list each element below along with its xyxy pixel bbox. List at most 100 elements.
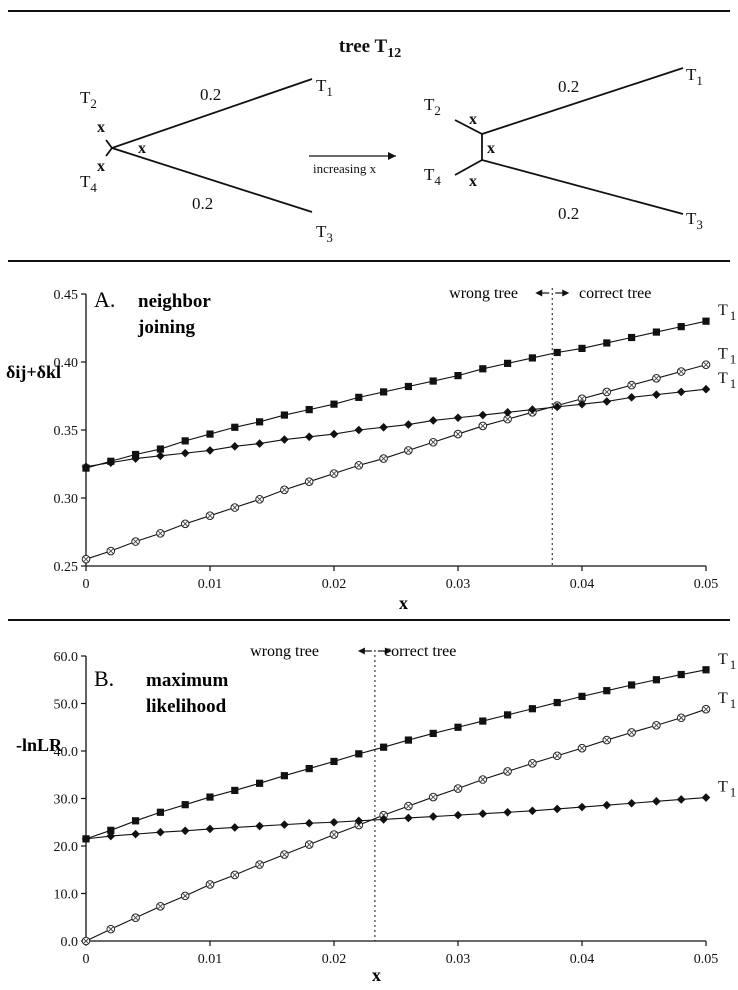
panel-a-circle-marker xyxy=(478,421,488,431)
panel-b-square-marker xyxy=(578,692,586,700)
panel-b-circle-marker xyxy=(304,840,314,849)
panel-b-y-tick-label: 20.0 xyxy=(54,840,79,855)
panel-b-square-marker xyxy=(181,801,189,809)
panel-a-circle-marker-cross xyxy=(455,431,461,437)
panel-a-circle-marker-cross xyxy=(479,423,486,429)
panel-a-plot: 0 0.01 0.02 0.03 0.04 0.05 0.25 0.30 0.35 0.40 0.4… xyxy=(54,288,736,592)
panel-a-diamond-marker xyxy=(329,429,339,439)
panel-a-circle-marker xyxy=(676,367,686,376)
panel-b-circle-marker-cross xyxy=(678,714,685,721)
panel-b-x-tick-label: 0.02 xyxy=(322,952,347,967)
panel-b-circle-marker xyxy=(676,713,686,723)
panel-b-diamond-marker xyxy=(354,816,364,826)
panel-a-circle-marker-cross xyxy=(132,538,139,545)
panel-a-x-tick-label: 0.01 xyxy=(198,577,223,592)
panel-a-diamond-marker xyxy=(230,442,240,451)
panel-b-square-marker xyxy=(132,817,140,825)
panel-a-circle-marker xyxy=(602,387,612,397)
branch-left-t4 xyxy=(105,147,113,157)
panel-b-circle-marker-cross xyxy=(306,841,313,848)
panel-a-circle-marker xyxy=(106,546,116,556)
panel-b-wrong-tree: wrong tree xyxy=(250,643,319,660)
branch-right-t3 xyxy=(481,159,684,215)
panel-b-diamond-marker xyxy=(676,795,686,804)
panel-b-circle-marker xyxy=(503,767,512,776)
panel-a-method-line1: neighbor xyxy=(138,291,211,312)
label-left-t3: T3 xyxy=(316,222,333,245)
panel-a-y-tick-label: 0.45 xyxy=(54,288,79,303)
panel-a-circle-marker xyxy=(453,429,463,439)
panel-a-circle-marker xyxy=(627,380,636,390)
panel-a-circle-marker xyxy=(428,437,438,447)
panel-b-circle-marker xyxy=(404,801,413,811)
panel-b-diamond-marker xyxy=(577,802,587,812)
panel-b-xlabel: x xyxy=(372,965,381,985)
panel-a-circle-marker-cross xyxy=(380,455,387,462)
label-right-t4: T4 xyxy=(424,165,441,188)
panel-a-circle-marker xyxy=(81,554,91,564)
panel-b: 0 0.01 0.02 0.03 0.04 0.050.010.020.030.040.0… xyxy=(16,643,736,985)
panel-b-diamond-marker xyxy=(180,826,190,836)
panel-b-circle-marker-cross xyxy=(182,893,189,899)
branch-left-t1 xyxy=(111,78,313,149)
panel-b-circle-marker-cross xyxy=(281,851,288,858)
panel-a-diamond-marker xyxy=(652,390,661,399)
panel-b-diamond-marker xyxy=(81,834,91,844)
panel-a-square-marker xyxy=(578,344,586,352)
panel-a-square-marker xyxy=(256,418,264,426)
panel-a-y-tick-label: 0.35 xyxy=(54,424,79,439)
panel-a-circle-marker xyxy=(156,529,165,538)
panel-b-square-marker xyxy=(504,711,512,719)
panel-b-diamond-marker xyxy=(329,817,339,827)
panel-b-plot: 0 0.01 0.02 0.03 0.04 0.050.010.020.030.040.0… xyxy=(54,647,736,967)
panel-a-diamond-marker xyxy=(602,397,612,406)
x-left-t4: x xyxy=(97,158,105,175)
branch-right-t4 xyxy=(454,159,483,176)
panel-b-diamond-marker xyxy=(627,798,636,808)
panel-a-circle-marker xyxy=(701,360,711,370)
panel-b-y-tick-label: 30.0 xyxy=(54,793,79,808)
panel-b-diamond-marker xyxy=(552,804,562,814)
panel-a-wrong-tree: wrong tree xyxy=(449,285,518,302)
panel-a-x-tick-label: 0.05 xyxy=(694,577,719,592)
tree-left: T1 T2 T3 T4 0.2 0.2 x x x xyxy=(80,76,333,245)
panel-a-diamond-marker xyxy=(106,458,116,467)
panel-b-y-tick-label: 60.0 xyxy=(54,650,79,665)
panel-b-circle-marker-cross xyxy=(603,737,610,743)
panel-a-circle-marker-cross xyxy=(331,470,337,477)
panel-a-diamond-marker xyxy=(180,448,190,458)
panel-b-circle-marker xyxy=(156,902,165,911)
panel-b-diamond-marker xyxy=(106,831,116,841)
branch-right-t1 xyxy=(481,67,684,135)
panel-a-circle-marker xyxy=(205,511,215,520)
panel-a-ylabel: δij+δkl xyxy=(6,362,61,382)
panel-a-diamond-marker xyxy=(255,439,264,448)
panel-b-circle-marker-cross xyxy=(331,831,337,838)
panel-b-diamond-marker xyxy=(255,821,264,831)
branch-left-t3 xyxy=(111,147,313,213)
panel-a-circle-marker-cross xyxy=(306,478,313,485)
panel-a-diamond-marker xyxy=(205,446,215,455)
panel-a-square-marker xyxy=(380,388,388,396)
panel-a-method-line2: joining xyxy=(137,317,196,338)
panel-a-circle-marker-cross xyxy=(678,368,685,375)
panel-a-square-marker xyxy=(528,354,536,362)
panel-b-circle-marker-cross xyxy=(628,729,635,736)
panel-b-diamond-marker xyxy=(230,823,240,832)
tree-diagram: tree T12 T1 T2 T3 T4 0.2 0.2 x x x incre… xyxy=(80,36,703,245)
panel-a-circle-marker xyxy=(131,537,140,546)
panel-b-circle-marker-cross xyxy=(207,881,213,888)
panel-b-diamond-marker xyxy=(528,806,537,816)
panel-b-square-marker xyxy=(280,772,288,780)
panel-a-diamond-marker xyxy=(676,387,686,397)
panel-b-circle-marker-cross xyxy=(455,785,461,792)
panel-b-diamond-marker xyxy=(701,793,711,802)
panel-a-diamond-marker xyxy=(453,413,463,423)
panel-b-series-circle-line xyxy=(85,708,707,942)
panel-a-diamond-marker xyxy=(627,393,636,402)
panel-a-square-marker xyxy=(305,406,313,414)
panel-b-diamond-marker xyxy=(602,800,612,810)
panel-b-circle-marker xyxy=(552,751,562,761)
panel-a-square-marker xyxy=(504,359,512,367)
